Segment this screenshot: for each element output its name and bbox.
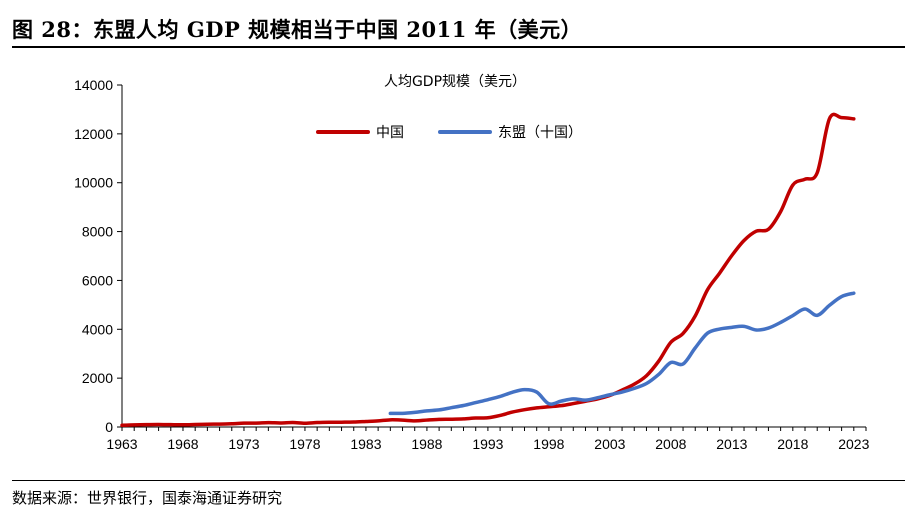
x-tick-label: 1998 <box>533 436 564 452</box>
y-tick-label: 6000 <box>82 272 113 288</box>
x-tick-label: 2023 <box>838 436 869 452</box>
x-tick-label: 2003 <box>594 436 625 452</box>
title-rule <box>12 46 905 48</box>
chart-legend: 中国 东盟（十国） <box>316 125 582 141</box>
line-chart: 0 2000 4000 6000 8000 10000 12000 14000 1963 1968… <box>74 74 870 452</box>
x-tick-label: 2008 <box>655 436 686 452</box>
legend-label: 中国 <box>376 125 404 141</box>
y-tick-label: 0 <box>105 419 113 435</box>
chart-series <box>120 112 856 428</box>
x-tick-label: 1983 <box>350 436 381 452</box>
x-tick-label: 2013 <box>716 436 747 452</box>
series-line-china <box>120 112 856 428</box>
series-line-asean <box>388 291 856 416</box>
figure-title: 图 28：东盟人均 GDP 规模相当于中国 2011 年（美元） <box>12 17 583 42</box>
y-tick-label: 12000 <box>74 126 113 142</box>
y-tick-label: 2000 <box>82 370 113 386</box>
source-note: 数据来源：世界银行，国泰海通证券研究 <box>12 489 283 507</box>
x-tick-label: 1963 <box>106 436 137 452</box>
x-tick-label: 2018 <box>777 436 808 452</box>
x-tick-label: 1973 <box>228 436 259 452</box>
x-tick-label: 1968 <box>167 436 198 452</box>
x-tick-label: 1978 <box>289 436 320 452</box>
legend-label: 东盟（十国） <box>498 125 582 141</box>
x-tick-label: 1993 <box>472 436 503 452</box>
chart-axes: 0 2000 4000 6000 8000 10000 12000 14000 1963 1968… <box>74 77 870 452</box>
y-tick-label: 10000 <box>74 175 113 191</box>
y-tick-label: 14000 <box>74 77 113 93</box>
source-rule <box>12 480 905 481</box>
y-tick-label: 4000 <box>82 321 113 337</box>
y-tick-label: 8000 <box>82 224 113 240</box>
x-tick-label: 1988 <box>411 436 442 452</box>
chart-title: 人均GDP规模（美元） <box>384 74 526 90</box>
